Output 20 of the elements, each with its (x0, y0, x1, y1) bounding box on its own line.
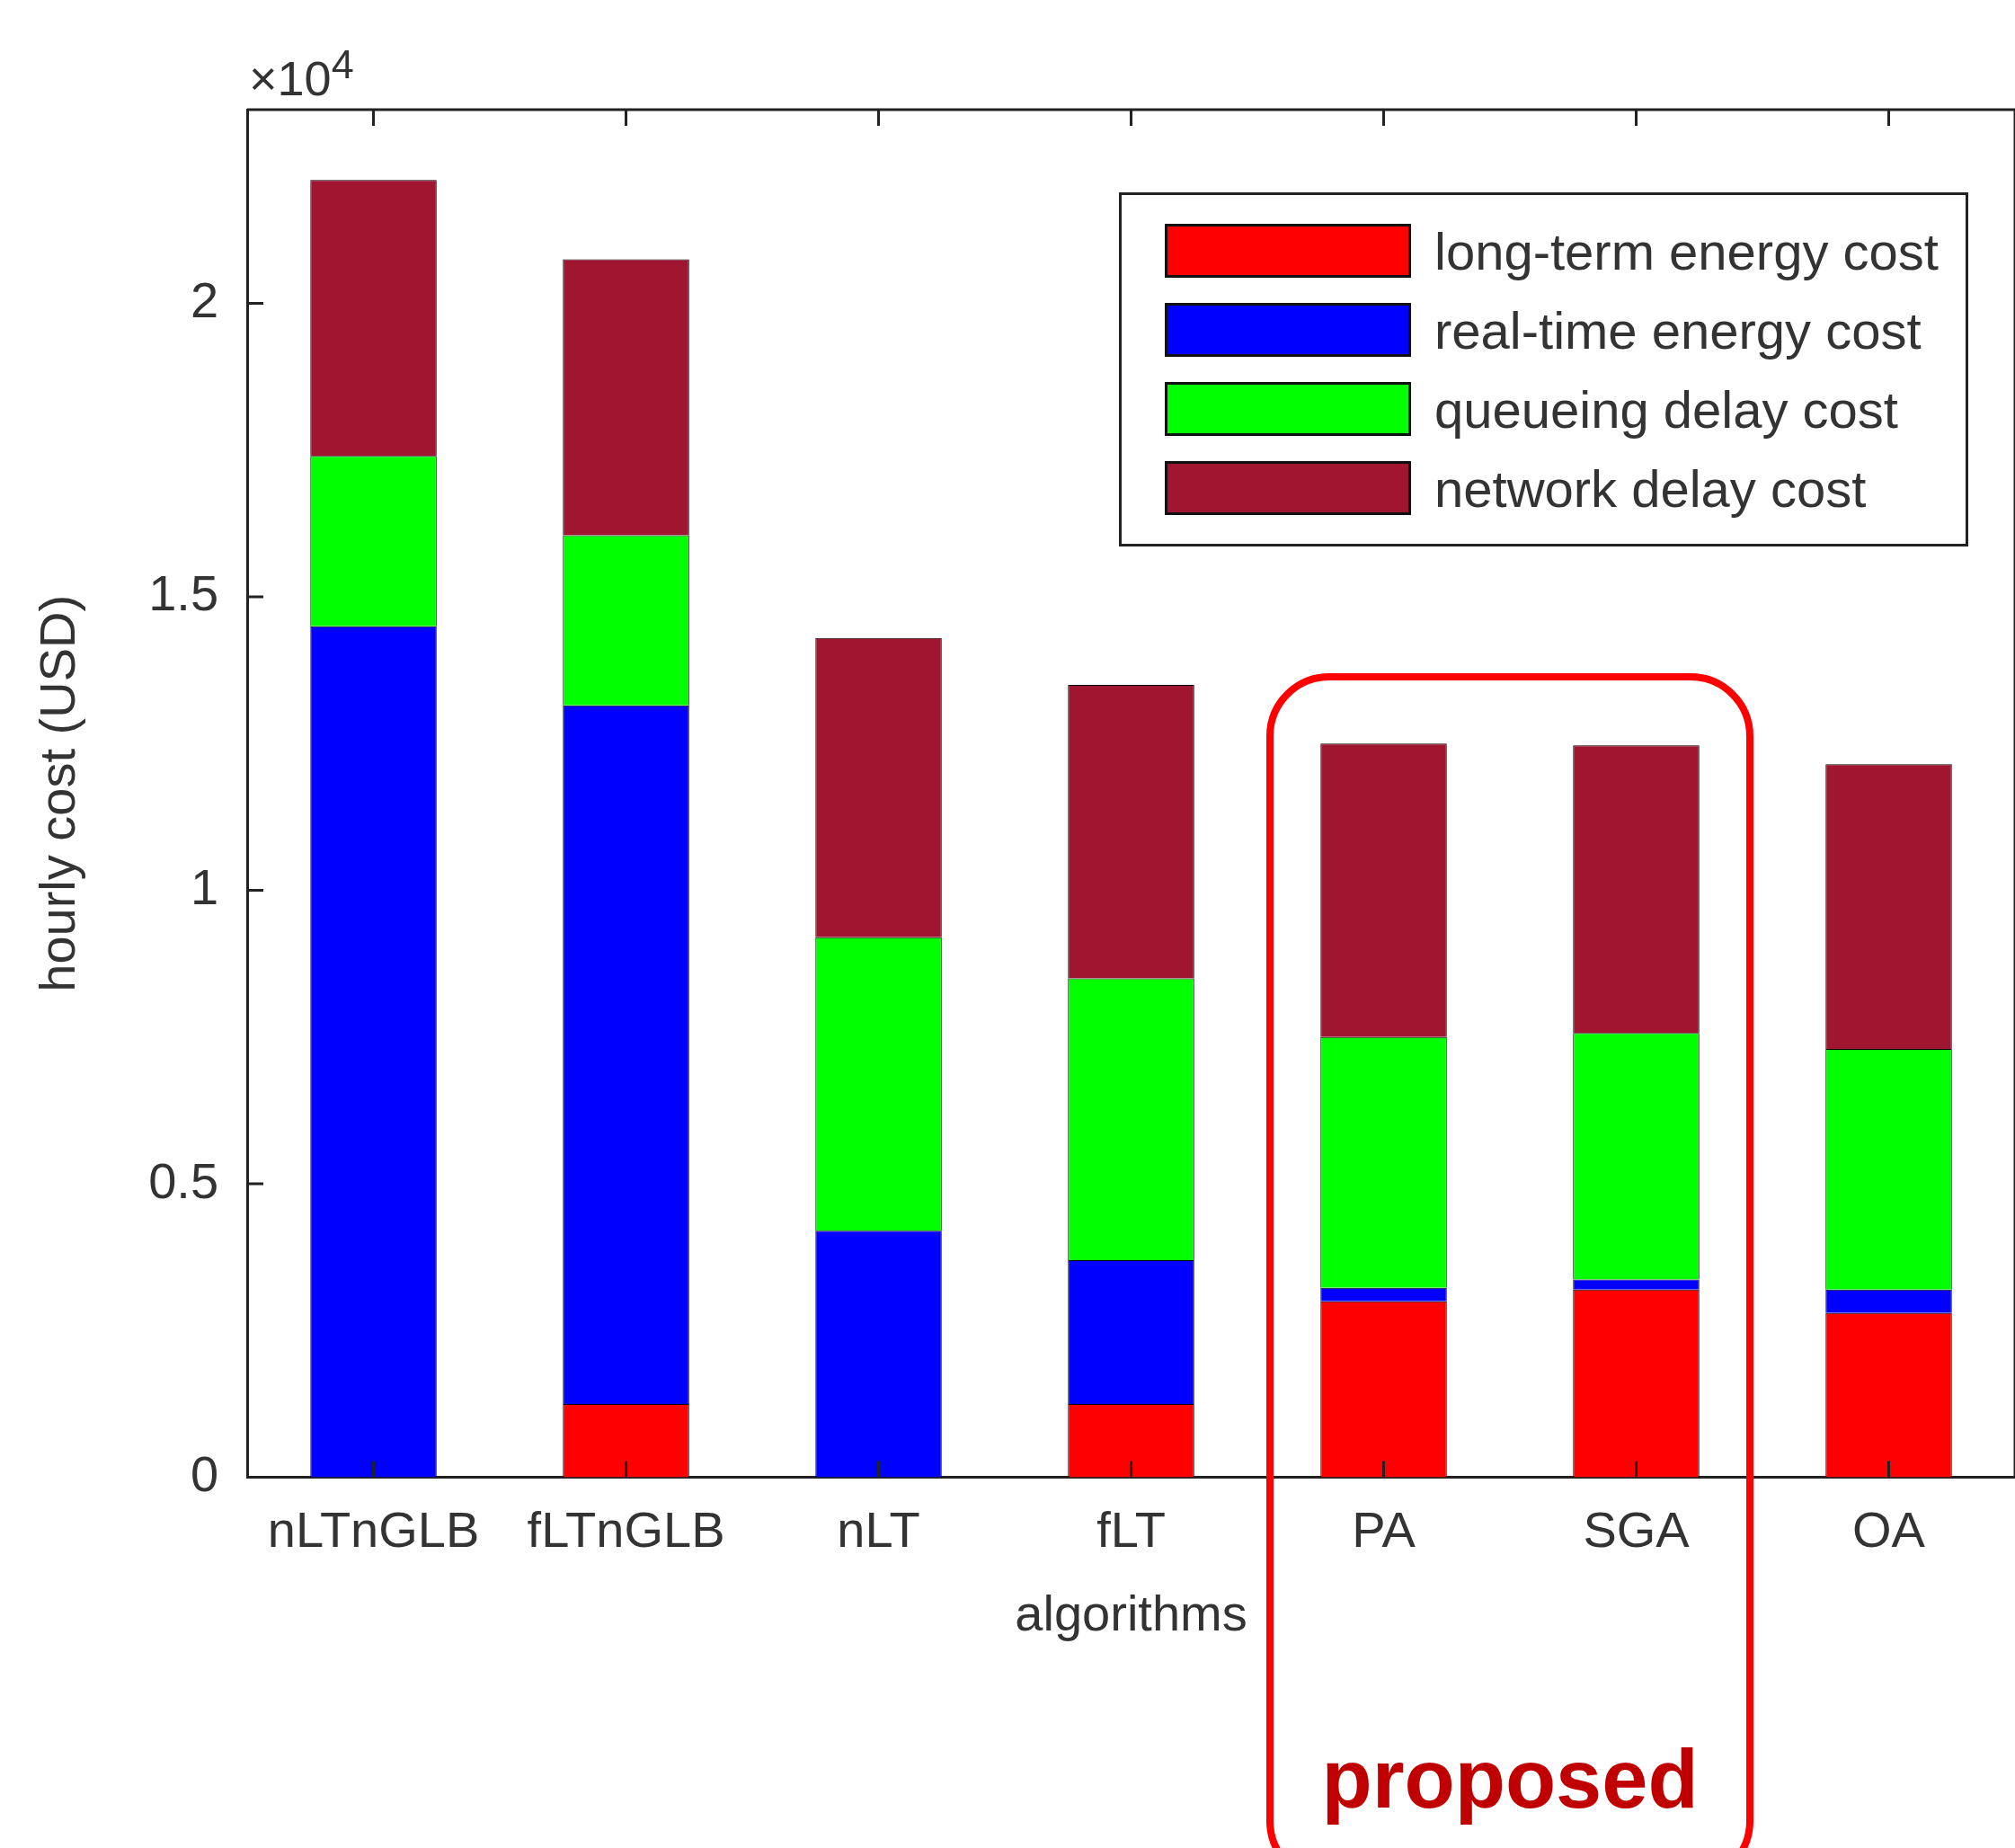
y-tick-label: 0 (190, 1445, 219, 1503)
legend-label: queueing delay cost (1434, 378, 1898, 440)
text: ×10$^{4}$ (249, 41, 354, 106)
x-tick-label: PA (1352, 1500, 1416, 1558)
x-tick-label: fLT (1096, 1500, 1166, 1558)
legend-label: real-time energy cost (1434, 299, 1922, 360)
y-tick-label: 1.5 (148, 564, 219, 622)
x-tick-label: nLT (837, 1500, 920, 1558)
x-axis-title: algorithms (1015, 1584, 1247, 1641)
x-tick-label: SGA (1583, 1500, 1691, 1558)
legend-label: network delay cost (1434, 458, 1867, 519)
y-tick-label: 1 (190, 857, 219, 915)
text: proposed (1321, 1732, 1699, 1826)
x-tick-label: OA (1852, 1500, 1926, 1558)
y-tick-label: 0.5 (148, 1151, 219, 1209)
legend-label: long-term energy cost (1434, 220, 1939, 281)
x-tick-label: fLTnGLB (527, 1500, 725, 1558)
y-tick-label: 2 (190, 271, 219, 328)
y-axis-title: hourly cost (USD) (29, 594, 86, 992)
x-tick-label: nLTnGLB (267, 1500, 480, 1558)
